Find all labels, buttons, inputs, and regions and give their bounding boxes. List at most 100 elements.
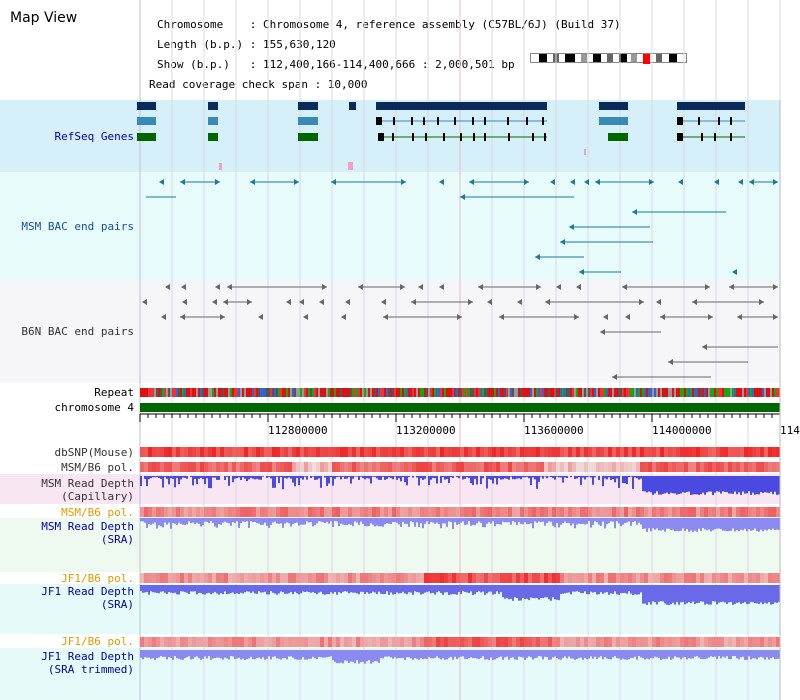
read-depth-bar — [412, 476, 414, 478]
repeat-element — [728, 388, 730, 397]
polymorphism-cell — [592, 447, 596, 457]
read-depth-bar — [592, 650, 594, 659]
repeat-element — [352, 388, 354, 397]
read-depth-bar — [382, 518, 384, 527]
repeat-element — [476, 388, 478, 397]
read-depth-bar — [250, 518, 252, 522]
polymorphism-cell — [200, 507, 204, 517]
repeat-element — [240, 388, 242, 397]
read-depth-bar — [240, 650, 242, 660]
read-depth-bar — [620, 650, 622, 660]
repeat-element — [456, 388, 458, 397]
read-depth-bar — [348, 476, 350, 477]
polymorphism-cell — [508, 447, 512, 457]
polymorphism-cell — [512, 573, 516, 583]
read-depth-bar — [166, 518, 168, 525]
polymorphism-cell — [548, 637, 552, 647]
read-depth-bar — [276, 650, 278, 659]
read-depth-bar — [670, 650, 672, 660]
read-depth-bar — [268, 518, 270, 528]
polymorphism-cell — [444, 462, 448, 472]
read-depth-bar — [458, 476, 460, 479]
read-depth-bar — [280, 650, 282, 660]
read-depth-bar — [634, 585, 636, 595]
read-depth-bar — [386, 650, 388, 657]
polymorphism-cell — [612, 447, 616, 457]
polymorphism-cell — [232, 573, 236, 583]
read-depth-bar — [512, 518, 514, 522]
read-depth-bar — [348, 650, 350, 663]
read-depth-bar — [724, 518, 726, 531]
polymorphism-cell — [556, 573, 560, 583]
read-depth-bar — [708, 650, 710, 658]
polymorphism-cell — [416, 507, 420, 517]
read-depth-bar — [354, 518, 356, 522]
read-depth-bar — [740, 518, 742, 530]
read-depth-bar — [356, 585, 358, 594]
polymorphism-cell — [628, 447, 632, 457]
read-depth-bar — [742, 585, 744, 603]
read-depth-bar — [750, 476, 752, 495]
read-depth-bar — [354, 476, 356, 477]
read-depth-bar — [250, 585, 252, 594]
repeat-element — [534, 388, 536, 397]
polymorphism-cell — [348, 447, 352, 457]
read-depth-bar — [390, 476, 392, 479]
read-depth-bar — [374, 585, 376, 593]
polymorphism-cell — [440, 447, 444, 457]
polymorphism-cell — [376, 637, 380, 647]
read-depth-bar — [316, 585, 318, 595]
repeat-element — [382, 388, 384, 397]
polymorphism-cell — [392, 507, 396, 517]
read-depth-bar — [236, 476, 238, 479]
polymorphism-cell — [632, 462, 636, 472]
read-depth-bar — [248, 650, 250, 659]
repeat-element — [286, 388, 288, 397]
repeat-element — [358, 388, 360, 397]
read-depth-bar — [154, 518, 156, 523]
read-depth-bar — [502, 476, 504, 480]
read-depth-bar — [174, 650, 176, 657]
polymorphism-cell — [356, 462, 360, 472]
repeat-element — [306, 388, 308, 397]
bac-end — [737, 314, 742, 320]
read-depth-bar — [246, 650, 248, 660]
read-depth-bar — [166, 585, 168, 594]
polymorphism-cell — [196, 573, 200, 583]
polymorphism-cell — [228, 447, 232, 457]
repeat-element — [210, 388, 212, 397]
label-refseq: RefSeq Genes — [54, 130, 134, 143]
polymorphism-cell — [320, 573, 324, 583]
read-depth-bar — [418, 476, 420, 486]
polymorphism-cell — [684, 507, 688, 517]
read-depth-bar — [254, 476, 256, 480]
polymorphism-cell — [436, 507, 440, 517]
read-depth-bar — [160, 476, 162, 479]
polymorphism-cell — [324, 507, 328, 517]
bac-end — [468, 299, 473, 305]
polymorphism-cell — [576, 447, 580, 457]
repeat-element — [176, 388, 178, 397]
read-depth-bar — [720, 476, 722, 494]
polymorphism-cell — [304, 507, 308, 517]
polymorphism-cell — [260, 447, 264, 457]
read-depth-bar — [396, 650, 398, 659]
read-depth-bar — [432, 650, 434, 659]
read-depth-bar — [334, 585, 336, 593]
read-depth-bar — [338, 476, 340, 477]
read-depth-bar — [574, 518, 576, 529]
read-depth-bar — [438, 518, 440, 525]
read-depth-bar — [690, 650, 692, 659]
read-depth-bar — [718, 585, 720, 603]
read-depth-bar — [396, 476, 398, 480]
repeat-element — [744, 388, 746, 397]
read-depth-bar — [166, 476, 168, 479]
read-depth-bar — [574, 650, 576, 660]
read-depth-bar — [242, 518, 244, 522]
read-depth-bar — [180, 476, 182, 480]
polymorphism-cell — [276, 573, 280, 583]
read-depth-bar — [464, 476, 466, 479]
repeat-element — [414, 388, 416, 397]
repeat-element — [608, 388, 610, 397]
